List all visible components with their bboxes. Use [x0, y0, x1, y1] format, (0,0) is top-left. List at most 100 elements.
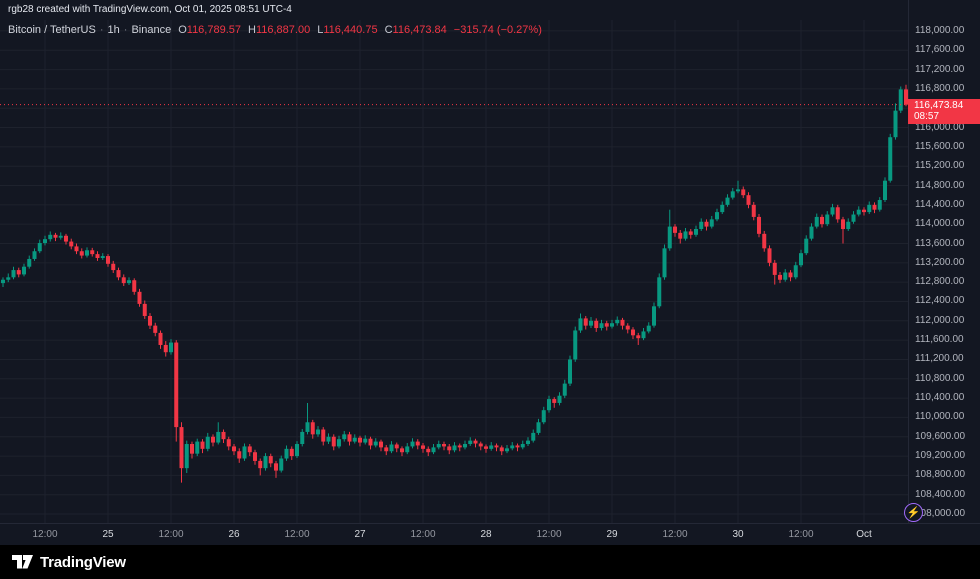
- candle-body: [594, 320, 599, 329]
- candle-body: [153, 325, 158, 333]
- attribution-text: rgb28 created with TradingView.com, Oct …: [8, 4, 292, 15]
- price-axis[interactable]: 108,000.00 108,400.00 108,800.00 109,200.00…: [908, 0, 980, 523]
- candle-body: [736, 189, 740, 192]
- candle-body: [111, 263, 116, 271]
- candle-body: [253, 452, 257, 461]
- candle-body: [442, 444, 446, 447]
- candle-body: [300, 431, 305, 445]
- price-tick-label: 114,000.00: [915, 218, 965, 230]
- candle-body: [268, 456, 273, 464]
- candle-body: [184, 444, 189, 469]
- candle-body: [631, 329, 635, 336]
- candle-body: [783, 272, 788, 280]
- change-value: −315.74 (−0.27%): [453, 24, 542, 36]
- candle-body: [604, 323, 609, 327]
- boost-button[interactable]: ⚡: [904, 503, 923, 522]
- candle-body: [431, 447, 436, 453]
- candle-body: [589, 320, 593, 326]
- candle-body: [856, 209, 861, 215]
- price-tick-label: 117,600.00: [915, 44, 965, 56]
- candle-body: [531, 432, 536, 441]
- price-tick-label: 112,800.00: [915, 276, 965, 288]
- candle-body: [751, 204, 756, 217]
- candle-body: [121, 277, 126, 284]
- candle-body: [904, 89, 908, 105]
- candle-body: [893, 110, 898, 138]
- candle-body: [541, 410, 546, 423]
- candle-body: [274, 463, 278, 471]
- price-tick-label: 114,400.00: [915, 198, 965, 210]
- candle-body: [646, 325, 651, 332]
- symbol-title[interactable]: Bitcoin / TetherUS: [8, 24, 96, 36]
- candlestick-chart[interactable]: [0, 0, 908, 523]
- time-tick-label: 29: [606, 529, 618, 540]
- interval-label[interactable]: 1h: [107, 24, 120, 36]
- candle-body: [730, 191, 735, 198]
- candle-body: [436, 444, 441, 448]
- candle-body: [95, 254, 100, 258]
- candle-body: [64, 235, 68, 242]
- candle-body: [641, 331, 646, 339]
- candle-body: [358, 437, 362, 443]
- candle-body: [494, 445, 499, 448]
- time-tick-label: 25: [102, 529, 114, 540]
- candle-body: [526, 440, 530, 445]
- candle-body: [757, 216, 761, 234]
- candle-body: [536, 422, 541, 433]
- candle-body: [426, 448, 431, 453]
- time-tick-label: Oct: [856, 529, 872, 540]
- candle-body: [421, 445, 425, 449]
- candle-body: [79, 251, 84, 256]
- candle-body: [515, 445, 520, 448]
- time-tick-label: 27: [354, 529, 366, 540]
- candle-body: [709, 219, 714, 227]
- price-tick-label: 108,400.00: [915, 488, 966, 500]
- candle-body: [625, 325, 630, 330]
- price-tick-label: 111,600.00: [915, 334, 964, 346]
- price-tick-label: 111,200.00: [915, 353, 964, 365]
- time-axis[interactable]: 12:00 25 12:00 26 12:00 27 12:00 28 12:00 29 12:00…: [0, 523, 980, 545]
- candle-body: [573, 330, 578, 360]
- candle-body: [74, 246, 79, 252]
- candle-body: [284, 448, 289, 459]
- candle-body: [321, 429, 326, 442]
- time-tick-label: 30: [732, 529, 744, 540]
- price-tick-label: 114,800.00: [915, 179, 965, 191]
- exchange-label[interactable]: Binance: [131, 24, 172, 36]
- low-value: L116,440.75: [317, 24, 378, 36]
- separator-dot: ·: [123, 24, 128, 36]
- bar-countdown: 08:57: [914, 110, 940, 122]
- candle-body: [116, 270, 121, 278]
- candle-body: [85, 250, 89, 256]
- candle-body: [11, 270, 16, 278]
- candle-body: [657, 277, 662, 307]
- candle-body: [867, 204, 872, 213]
- candle-body: [452, 445, 457, 451]
- candle-body: [820, 216, 824, 225]
- candle-body: [37, 243, 42, 252]
- candle-body: [468, 440, 473, 445]
- tradingview-logo[interactable]: TradingView: [12, 554, 126, 571]
- candle-body: [190, 444, 194, 454]
- candle-body: [547, 399, 551, 411]
- candle-body: [316, 429, 320, 435]
- price-tick-label: 109,200.00: [915, 450, 966, 462]
- candle-body: [610, 323, 614, 327]
- candle-body: [148, 315, 152, 326]
- price-tick-label: 117,200.00: [915, 63, 965, 75]
- candle-body: [48, 234, 53, 240]
- candle-body: [337, 439, 341, 447]
- high-value: H116,887.00: [248, 24, 311, 36]
- candle-body: [510, 445, 515, 449]
- candle-body: [578, 318, 583, 331]
- last-price-label: 116,473.84 08:57: [908, 98, 980, 124]
- candle-body: [58, 235, 63, 238]
- candle-body: [400, 448, 404, 453]
- price-tick-label: 116,800.00: [915, 82, 965, 94]
- price-tick-label: 115,600.00: [915, 140, 965, 152]
- candle-body: [872, 204, 877, 210]
- candle-body: [463, 444, 467, 448]
- candle-body: [53, 234, 58, 238]
- symbol-legend[interactable]: Bitcoin / TetherUS · 1h · Binance O116,789.57…: [8, 24, 542, 36]
- separator-dot: ·: [99, 24, 104, 36]
